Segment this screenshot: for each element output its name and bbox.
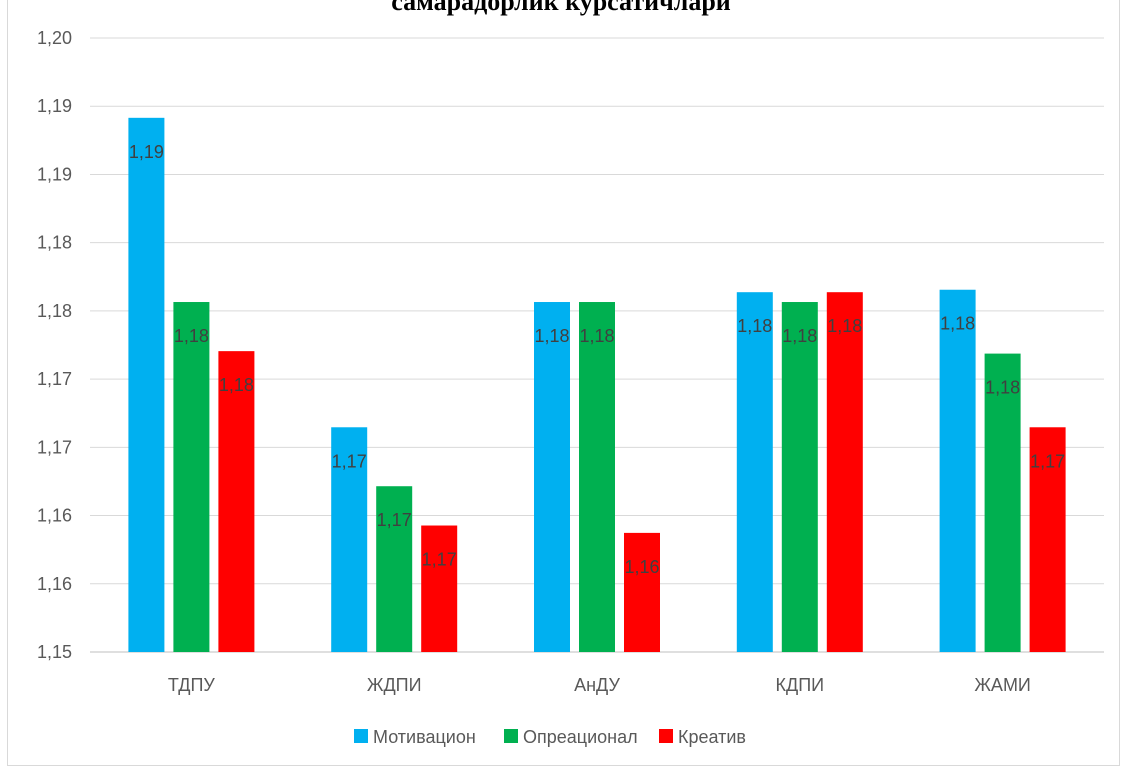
- x-tick-label: ТДПУ: [168, 675, 216, 695]
- legend-label: Мотивацион: [373, 727, 476, 747]
- y-tick-label: 1,18: [37, 301, 72, 321]
- bar: [128, 117, 165, 652]
- data-label: 1,18: [219, 375, 254, 395]
- y-tick-label: 1,16: [37, 506, 72, 526]
- legend-swatch: [504, 729, 518, 743]
- data-label: 1,18: [827, 316, 862, 336]
- data-label: 1,18: [174, 326, 209, 346]
- bar: [331, 427, 368, 652]
- data-label: 1,18: [940, 314, 975, 334]
- y-tick-label: 1,15: [37, 642, 72, 662]
- data-label: 1,17: [377, 510, 412, 530]
- x-tick-label: ЖДПИ: [367, 675, 422, 695]
- x-tick-label: ЖАМИ: [974, 675, 1031, 695]
- bar: [826, 292, 863, 652]
- legend-label: Креатив: [678, 727, 746, 747]
- bar: [624, 532, 660, 652]
- data-label: 1,18: [985, 378, 1020, 398]
- bar: [534, 302, 570, 652]
- data-label: 1,18: [737, 316, 772, 336]
- data-label: 1,17: [1030, 451, 1065, 471]
- x-tick-label: АнДУ: [574, 675, 620, 695]
- bar: [376, 486, 413, 652]
- data-label: 1,19: [129, 142, 164, 162]
- bar: [579, 302, 615, 652]
- chart-title: самарадорлик курсатичлари: [391, 0, 731, 16]
- bar: [421, 525, 458, 652]
- y-tick-label: 1,18: [37, 233, 72, 253]
- legend-swatch: [659, 729, 673, 743]
- data-label: 1,17: [422, 550, 457, 570]
- bar: [1029, 427, 1066, 652]
- data-label: 1,18: [579, 326, 614, 346]
- bar: [736, 292, 773, 652]
- y-tick-label: 1,16: [37, 574, 72, 594]
- bar: [173, 302, 210, 652]
- y-tick-label: 1,17: [37, 369, 72, 389]
- data-label: 1,17: [332, 451, 367, 471]
- y-tick-label: 1,19: [37, 164, 72, 184]
- bar: [781, 302, 818, 652]
- bar: [939, 289, 976, 652]
- bar: [984, 353, 1021, 652]
- y-tick-label: 1,17: [37, 437, 72, 457]
- y-tick-label: 1,20: [37, 28, 72, 48]
- data-label: 1,16: [624, 557, 659, 577]
- data-label: 1,18: [782, 326, 817, 346]
- x-tick-label: КДПИ: [776, 675, 825, 695]
- data-label: 1,18: [534, 326, 569, 346]
- y-tick-label: 1,19: [37, 96, 72, 116]
- bar: [218, 351, 255, 652]
- legend-label: Опреационал: [523, 727, 638, 747]
- legend-swatch: [354, 729, 368, 743]
